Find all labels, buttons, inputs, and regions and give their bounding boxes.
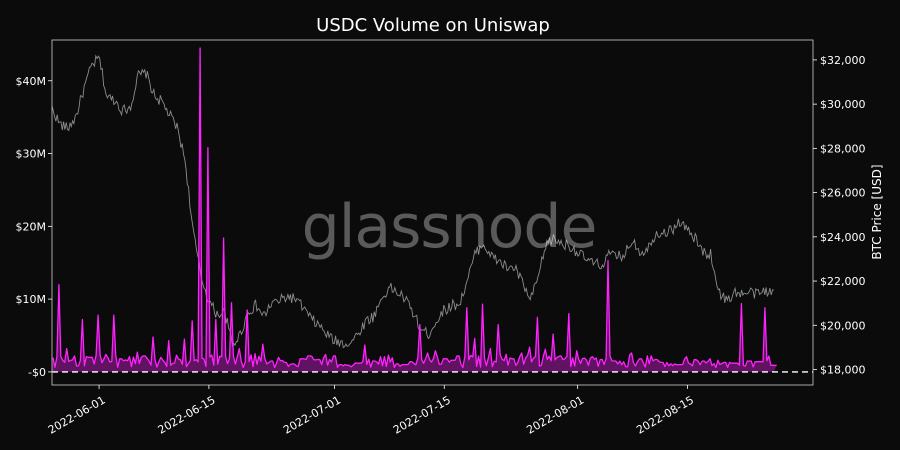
right-tick-label: $28,000 [820,142,866,155]
right-tick-label: $18,000 [820,364,866,377]
btc-price-line [51,54,774,349]
usdc-volume-line [52,47,777,369]
plot-frame [51,39,814,386]
left-tick-label: $20M [16,220,47,233]
right-axis-label: BTC Price [USD] [870,164,884,259]
right-tick-label: $32,000 [820,54,866,67]
right-axis: $18,000 $20,000 $22,000 $24,000 $26,000 $28,0… [813,54,866,377]
right-tick-label: $24,000 [820,231,866,244]
glassnode-watermark: glassnode [302,192,597,262]
left-tick-label: $30M [16,148,47,161]
left-axis: -$0 $10M $20M $30M $40M [16,75,52,379]
right-tick-label: $26,000 [820,187,866,200]
plot-area [51,47,813,373]
chart-title: USDC Volume on Uniswap [316,15,550,36]
left-tick-label: $40M [16,75,47,88]
right-tick-label: $30,000 [820,98,866,111]
right-tick-label: $20,000 [820,319,866,332]
left-tick-label: -$0 [28,366,46,379]
left-tick-label: $10M [16,293,47,306]
right-tick-label: $22,000 [820,275,866,288]
